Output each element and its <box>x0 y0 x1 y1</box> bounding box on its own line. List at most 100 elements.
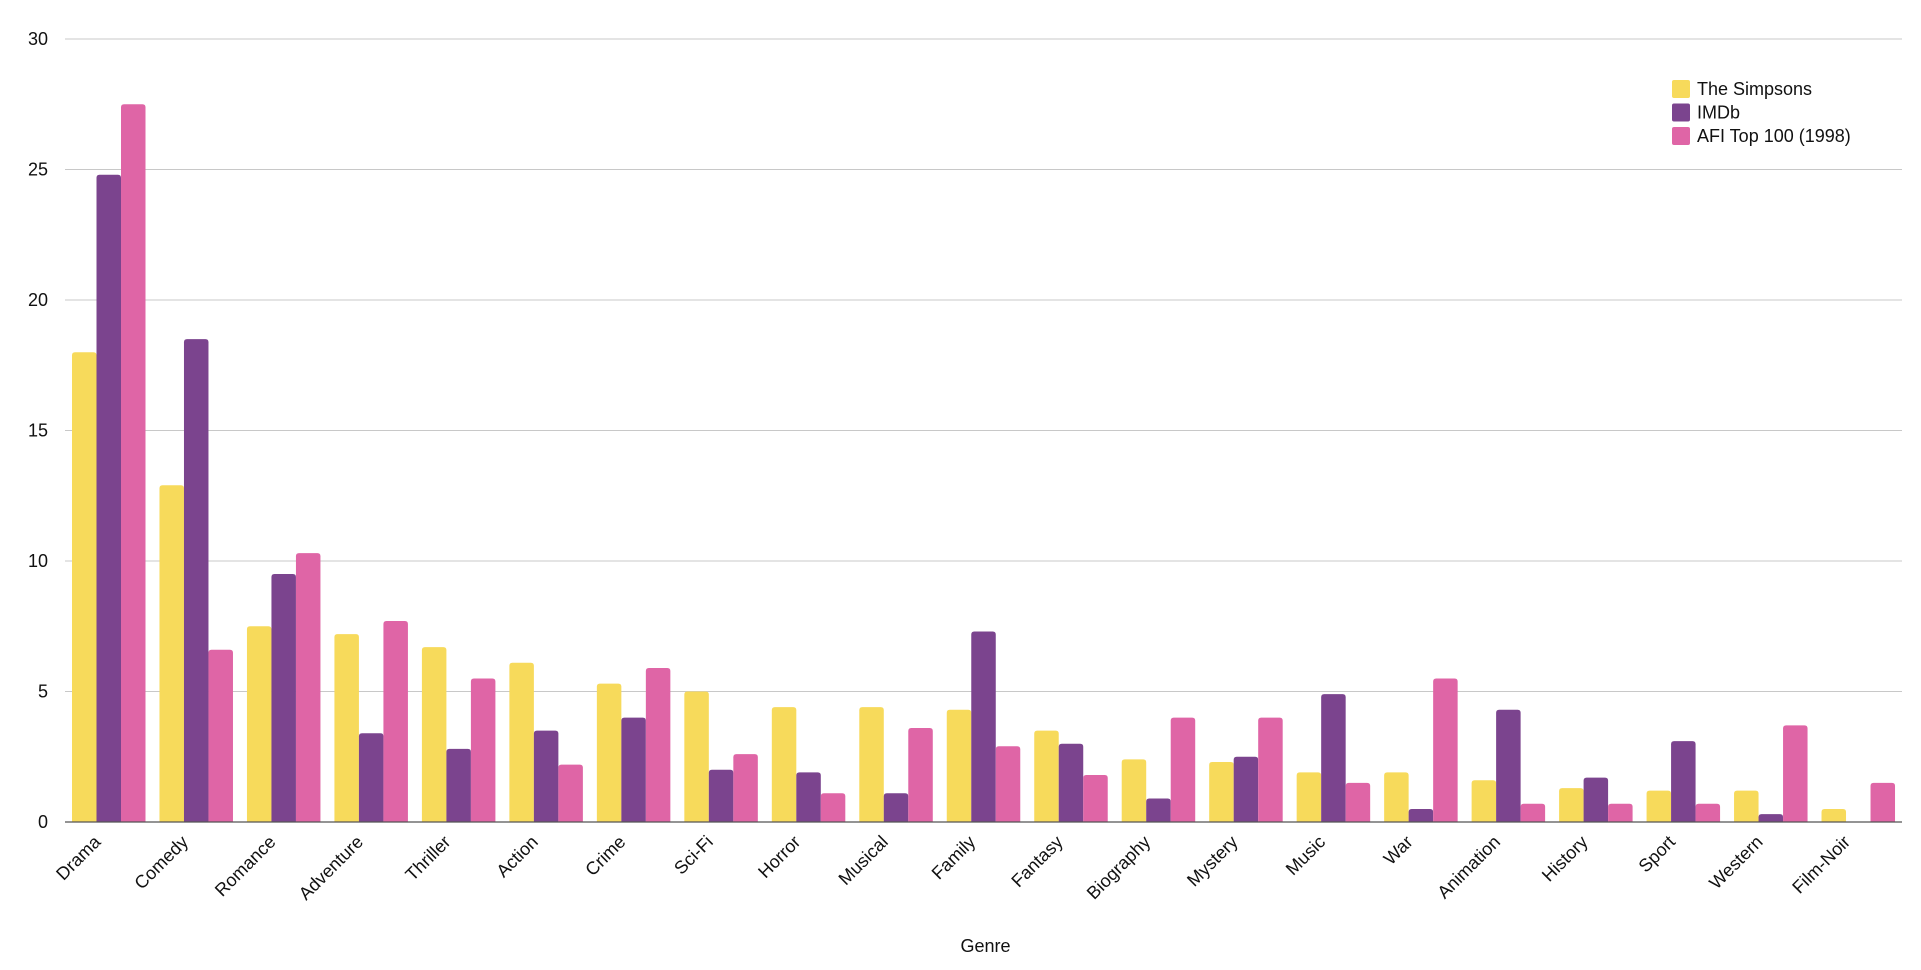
x-tick-label: Romance <box>211 832 280 901</box>
x-tick-label: Film-Noir <box>1788 832 1854 898</box>
legend-swatch <box>1672 103 1690 122</box>
bar-imdb-drama <box>96 174 121 823</box>
bar-imdb-adventure <box>358 733 384 822</box>
bar-afi-top-100-1998-sport <box>1695 803 1721 822</box>
bar-imdb-mystery <box>1233 756 1259 822</box>
bar-the-simpsons-film-noir <box>1821 808 1847 822</box>
x-tick-label: Biography <box>1083 832 1154 903</box>
x-tick-label: Adventure <box>295 832 367 904</box>
bar-the-simpsons-family <box>946 709 972 822</box>
y-tick-label: 15 <box>28 421 48 441</box>
bar-the-simpsons-action <box>509 662 534 822</box>
bar-afi-top-100-1998-sci-fi <box>733 754 758 822</box>
bar-imdb-action <box>533 730 559 822</box>
bar-imdb-sci-fi <box>708 769 734 822</box>
bar-the-simpsons-biography <box>1121 759 1147 822</box>
bar-imdb-sport <box>1671 741 1696 822</box>
bar-afi-top-100-1998-comedy <box>208 649 233 822</box>
x-tick-label: Thriller <box>401 832 454 885</box>
bar-the-simpsons-sci-fi <box>684 691 709 822</box>
y-tick-label: 0 <box>38 812 48 832</box>
bar-imdb-music <box>1321 694 1346 822</box>
bar-imdb-war <box>1408 808 1434 822</box>
x-tick-label: Comedy <box>131 832 193 894</box>
bar-the-simpsons-romance <box>246 626 272 822</box>
bar-afi-top-100-1998-adventure <box>383 621 408 822</box>
x-tick-label: Musical <box>835 832 892 889</box>
legend-label: IMDb <box>1697 103 1740 123</box>
y-tick-label: 5 <box>38 682 48 702</box>
bar-afi-top-100-1998-romance <box>295 553 321 822</box>
bar-imdb-thriller <box>446 748 471 822</box>
x-tick-label: Animation <box>1433 832 1504 903</box>
bar-imdb-fantasy <box>1058 743 1084 822</box>
bar-imdb-crime <box>621 717 646 822</box>
bar-afi-top-100-1998-crime <box>645 668 671 822</box>
bar-afi-top-100-1998-drama <box>121 104 146 822</box>
bar-the-simpsons-fantasy <box>1034 730 1059 822</box>
bar-afi-top-100-1998-biography <box>1170 717 1196 822</box>
y-tick-label: 25 <box>28 160 48 180</box>
x-tick-label: Sport <box>1635 832 1680 877</box>
legend: The Simpsons IMDb AFI Top 100 (1998) <box>1672 79 1851 146</box>
bar-the-simpsons-comedy <box>159 485 184 822</box>
x-axis-tick-labels: Drama Comedy Romance Adventure Thriller Actio… <box>52 831 1854 904</box>
bar-imdb-romance <box>271 574 296 822</box>
x-tick-label: Horror <box>754 832 804 882</box>
bar-afi-top-100-1998-animation <box>1520 803 1546 822</box>
y-axis-tick-labels: 0 5 10 15 20 25 30 <box>28 29 48 832</box>
legend-label: The Simpsons <box>1697 79 1812 99</box>
x-tick-label: Action <box>492 832 542 882</box>
bar-imdb-biography <box>1146 798 1171 822</box>
bar-the-simpsons-war <box>1384 772 1409 822</box>
bar-the-simpsons-western <box>1734 790 1759 822</box>
bar-the-simpsons-musical <box>859 707 884 822</box>
legend-swatch <box>1672 127 1690 145</box>
bar-afi-top-100-1998-western <box>1783 725 1808 822</box>
bar-afi-top-100-1998-action <box>558 764 583 822</box>
x-axis-title: Genre <box>960 936 1010 956</box>
bar-afi-top-100-1998-music <box>1345 782 1371 822</box>
bar-the-simpsons-animation <box>1471 780 1497 822</box>
bar-imdb-horror <box>796 772 821 822</box>
bar-afi-top-100-1998-film-noir <box>1870 782 1896 822</box>
x-tick-label: Drama <box>52 831 105 884</box>
gridlines <box>65 38 1902 692</box>
bar-afi-top-100-1998-fantasy <box>1083 775 1108 822</box>
bars <box>72 104 1896 823</box>
y-tick-label: 30 <box>28 29 48 49</box>
bar-imdb-animation <box>1496 709 1521 822</box>
bar-the-simpsons-drama <box>72 352 97 822</box>
legend-swatch <box>1672 80 1690 98</box>
x-tick-label: History <box>1538 832 1592 886</box>
bar-imdb-family <box>971 631 996 822</box>
bar-afi-top-100-1998-family <box>995 746 1021 822</box>
bar-the-simpsons-thriller <box>421 647 447 822</box>
bar-imdb-western <box>1758 814 1784 822</box>
bar-the-simpsons-history <box>1559 788 1584 822</box>
y-tick-label: 10 <box>28 551 48 571</box>
x-tick-label: Western <box>1705 832 1766 893</box>
x-tick-label: Fantasy <box>1007 832 1066 891</box>
x-tick-label: Mystery <box>1183 832 1242 891</box>
bar-afi-top-100-1998-horror <box>820 793 846 822</box>
y-tick-label: 20 <box>28 290 48 310</box>
bar-afi-top-100-1998-thriller <box>470 678 496 822</box>
bar-afi-top-100-1998-history <box>1608 803 1633 822</box>
bar-the-simpsons-horror <box>771 707 797 822</box>
bar-the-simpsons-mystery <box>1209 761 1234 822</box>
bar-imdb-comedy <box>183 339 209 822</box>
bar-the-simpsons-crime <box>596 683 622 822</box>
bar-imdb-musical <box>883 793 909 822</box>
x-tick-label: Family <box>928 832 980 884</box>
bar-afi-top-100-1998-war <box>1433 678 1458 822</box>
x-tick-label: Music <box>1282 832 1329 879</box>
bar-afi-top-100-1998-mystery <box>1258 717 1283 822</box>
legend-label: AFI Top 100 (1998) <box>1697 126 1851 146</box>
x-tick-label: Crime <box>581 832 629 880</box>
x-tick-label: War <box>1380 832 1417 869</box>
bar-the-simpsons-music <box>1296 772 1322 822</box>
x-tick-label: Sci-Fi <box>670 832 717 879</box>
bar-the-simpsons-sport <box>1646 790 1672 822</box>
